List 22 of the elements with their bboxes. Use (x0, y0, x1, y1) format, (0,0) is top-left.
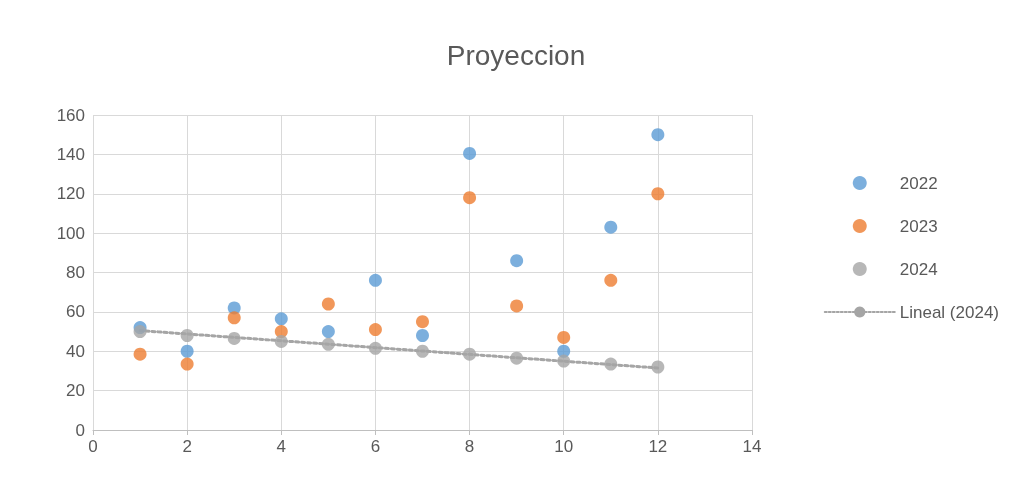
x-tick-label: 0 (88, 437, 98, 456)
legend-label: 2024 (899, 259, 938, 279)
y-tick-label: 0 (75, 420, 85, 440)
x-tick-label: 12 (648, 437, 668, 456)
x-tick-label: 2 (182, 437, 192, 456)
y-tick-label: 120 (56, 184, 85, 204)
y-tick-label: 60 (66, 302, 85, 322)
x-tick-label: 4 (276, 437, 287, 456)
legend-label: Lineal (2024) (899, 302, 1000, 322)
y-tick-label: 80 (66, 263, 85, 282)
x-tick-label: 14 (742, 437, 762, 456)
legend-label: 2022 (899, 173, 938, 193)
y-tick-label: 160 (56, 105, 85, 125)
x-tick-label: 10 (554, 437, 574, 456)
y-tick-label: 140 (56, 144, 85, 164)
x-tick-label: 8 (464, 437, 475, 456)
chart-title: Proyeccion (446, 39, 586, 71)
legend-label: 2023 (899, 216, 938, 236)
y-tick-label: 20 (66, 381, 85, 401)
x-tick-label: 6 (370, 437, 381, 456)
y-tick-label: 100 (56, 223, 85, 243)
y-tick-label: 40 (66, 341, 85, 361)
